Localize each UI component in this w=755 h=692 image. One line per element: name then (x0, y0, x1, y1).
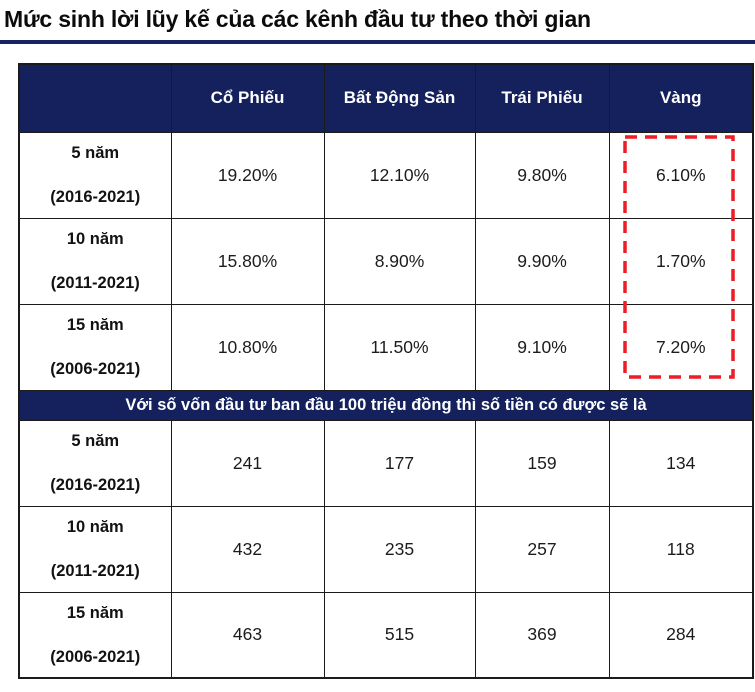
cell-value: 9.90% (474, 217, 610, 305)
cell-value-gold: 134 (608, 419, 754, 507)
section-banner-row: Với số vốn đầu tư ban đầu 100 triệu đồng… (18, 389, 754, 421)
row-period: 15 năm (66, 316, 124, 334)
cell-value: 9.10% (474, 303, 610, 391)
table-row-amount-10y: 10 năm (2011-2021) 432 235 257 118 (18, 505, 754, 593)
cell-value-gold: 1.70% (608, 217, 754, 305)
cell-value: 159 (474, 419, 610, 507)
row-range: (2016-2021) (50, 188, 141, 206)
table-row-returns-5y: 5 năm (2016-2021) 19.20% 12.10% 9.80% 6.… (18, 131, 754, 219)
table-row-amount-5y: 5 năm (2016-2021) 241 177 159 134 (18, 419, 754, 507)
cell-value: 10.80% (170, 303, 325, 391)
row-header: 15 năm (2006-2021) (18, 303, 172, 391)
row-range: (2011-2021) (50, 274, 140, 292)
row-header: 5 năm (2016-2021) (18, 131, 172, 219)
column-header-trai-phieu: Trái Phiếu (474, 63, 610, 133)
table-row-amount-15y: 15 năm (2006-2021) 463 515 369 284 (18, 591, 754, 679)
column-header-co-phieu: Cổ Phiếu (170, 63, 325, 133)
cell-value: 235 (323, 505, 476, 593)
table-row-returns-10y: 10 năm (2011-2021) 15.80% 8.90% 9.90% 1.… (18, 217, 754, 305)
cell-value: 9.80% (474, 131, 610, 219)
row-range: (2016-2021) (50, 476, 141, 494)
cell-value: 19.20% (170, 131, 325, 219)
row-range: (2011-2021) (50, 562, 140, 580)
column-header-bat-dong-san: Bất Động Sản (323, 63, 476, 133)
cell-value: 177 (323, 419, 476, 507)
row-header: 10 năm (2011-2021) (18, 217, 172, 305)
row-header: 5 năm (2016-2021) (18, 419, 172, 507)
returns-table: Cổ Phiếu Bất Động Sản Trái Phiếu Vàng 5 … (18, 63, 754, 679)
cell-value: 11.50% (323, 303, 476, 391)
cell-value: 15.80% (170, 217, 325, 305)
cell-value: 12.10% (323, 131, 476, 219)
row-period: 5 năm (71, 144, 120, 162)
row-period: 5 năm (71, 432, 120, 450)
row-period: 10 năm (66, 518, 124, 536)
row-period: 15 năm (66, 603, 124, 622)
corner-cell (18, 63, 172, 133)
title-underline-rule (0, 40, 755, 44)
cell-value-gold: 7.20% (608, 303, 754, 391)
row-range: (2006-2021) (50, 360, 141, 378)
cell-value-gold: 118 (608, 505, 754, 593)
cell-value: 8.90% (323, 217, 476, 305)
cell-value: 463 (170, 591, 325, 679)
cell-value-gold: 6.10% (608, 131, 754, 219)
cell-value: 257 (474, 505, 610, 593)
cell-value: 515 (323, 591, 476, 679)
cell-value: 369 (474, 591, 610, 679)
row-period: 10 năm (66, 230, 124, 248)
row-range: (2006-2021) (50, 647, 141, 666)
returns-table-container: Cổ Phiếu Bất Động Sản Trái Phiếu Vàng 5 … (18, 63, 754, 679)
cell-value-gold: 284 (608, 591, 754, 679)
row-header: 15 năm (2006-2021) (18, 591, 172, 679)
header-row: Cổ Phiếu Bất Động Sản Trái Phiếu Vàng (18, 63, 754, 133)
cell-value: 241 (170, 419, 325, 507)
section-banner: Với số vốn đầu tư ban đầu 100 triệu đồng… (18, 389, 754, 421)
page-title: Mức sinh lời lũy kế của các kênh đầu tư … (4, 6, 591, 32)
table-row-returns-15y: 15 năm (2006-2021) 10.80% 11.50% 9.10% 7… (18, 303, 754, 391)
row-header: 10 năm (2011-2021) (18, 505, 172, 593)
cell-value: 432 (170, 505, 325, 593)
column-header-vang: Vàng (608, 63, 754, 133)
